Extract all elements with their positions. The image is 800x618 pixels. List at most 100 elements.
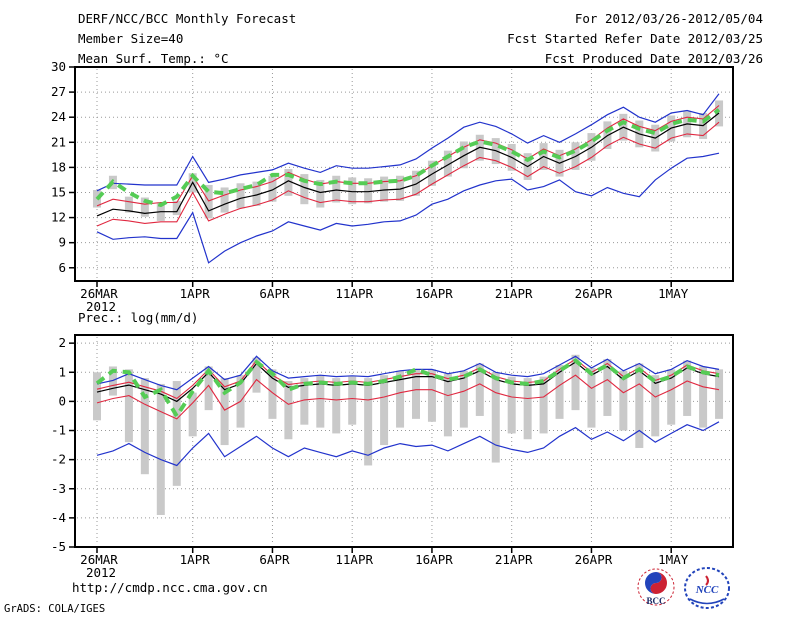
- y-tick-label: -3: [51, 481, 66, 496]
- spread-bar: [427, 369, 436, 422]
- y-tick-label: 21: [51, 134, 66, 149]
- x-tick-label: 16APR: [415, 286, 453, 301]
- spread-bar: [316, 179, 325, 208]
- spread-bar: [348, 177, 357, 205]
- spread-bar: [491, 372, 500, 463]
- ncc-logo-ribbon: [689, 598, 725, 605]
- x-tick-label: 1MAY: [658, 552, 689, 567]
- ensemble-mean-line: [96, 112, 720, 217]
- bcc-logo-swirl-red: [650, 572, 667, 594]
- spread-bar: [507, 376, 516, 434]
- y-tick-label: 9: [58, 235, 66, 250]
- spread-bar: [699, 366, 708, 428]
- y-tick-label: 2: [58, 335, 66, 350]
- spread-bar: [603, 359, 612, 416]
- spread-bar: [252, 357, 261, 393]
- spread-bar: [523, 378, 532, 440]
- refer-date-label: Fcst Started Refer Date 2012/03/25: [507, 31, 763, 46]
- spread-bar: [316, 375, 325, 428]
- spread-bar: [619, 370, 628, 431]
- x-tick-label: 26MAR: [80, 552, 118, 567]
- spread-bar: [459, 141, 468, 169]
- spread-bar: [667, 369, 676, 425]
- x-tick-label: 6APR: [259, 552, 290, 567]
- temperature-panel: 30 27 24 21 18 15 12 9 6 26MAR 1APR 6APR 11APR 16APR 2…: [51, 59, 734, 314]
- spread-bar: [236, 183, 245, 209]
- spread-bar: [140, 197, 149, 217]
- y-tick-label: 27: [51, 84, 66, 99]
- y-tick-label: -5: [51, 539, 66, 554]
- spread-bar: [93, 372, 101, 421]
- spread-bar: [348, 376, 357, 425]
- spread-bar: [635, 363, 644, 448]
- ensemble-max-line: [96, 355, 720, 391]
- spread-bar: [204, 184, 213, 219]
- ncc-logo: NCC: [684, 567, 730, 609]
- spread-bar: [284, 169, 293, 196]
- x-tick-label: 1APR: [180, 552, 211, 567]
- spread-bar: [140, 378, 149, 475]
- forecast-range-label: For 2012/03/26-2012/05/04: [574, 11, 763, 26]
- bcc-logo: BCC: [637, 568, 675, 606]
- spread-bar: [412, 170, 420, 196]
- precipitation-panel: 2 1 0 -1 -2 -3 -4 -5 26MAR 1APR 6APR 11APR 16APR 21AP…: [51, 334, 734, 580]
- y-tick-label: 15: [51, 184, 66, 199]
- x-tick-label: 21APR: [495, 552, 533, 567]
- spread-bar: [443, 150, 452, 177]
- spread-bar: [427, 160, 436, 186]
- spread-bar: [124, 196, 133, 213]
- spread-bar: [300, 378, 309, 425]
- spread-bar: [364, 178, 373, 204]
- spread-bar: [380, 176, 389, 202]
- spread-bar: [332, 175, 341, 203]
- x-tick-label: 26APR: [575, 286, 613, 301]
- page-title: DERF/NCC/BCC Monthly Forecast: [78, 11, 297, 26]
- ensemble-max-line: [96, 93, 720, 192]
- bcc-logo-swirl-blue: [645, 572, 662, 594]
- spread-bar: [539, 376, 548, 434]
- y-tick-label: -2: [51, 452, 66, 467]
- y-tick-label: 1: [58, 364, 66, 379]
- y-tick-label: 18: [51, 159, 66, 174]
- ncc-logo-wreath: [684, 567, 730, 609]
- spread-bar: [268, 175, 277, 202]
- spread-bar: [364, 378, 373, 466]
- spread-bar: [651, 375, 660, 437]
- spread-bar: [156, 383, 165, 515]
- spread-bar: [459, 370, 468, 428]
- ncc-logo-accent: [705, 575, 709, 586]
- ncc-logo-text: NCC: [695, 584, 719, 596]
- lower-spread-line: [96, 121, 720, 227]
- spread-bar: [396, 175, 405, 201]
- x-tick-label: 21APR: [495, 286, 533, 301]
- spread-bar: [571, 354, 580, 411]
- panel-frame: [74, 334, 734, 548]
- spread-bar: [220, 378, 229, 446]
- y-tick-label: 6: [58, 260, 66, 275]
- member-size-label: Member Size=40: [78, 31, 184, 46]
- x-tick-label: 11APR: [335, 552, 373, 567]
- spread-bar: [412, 369, 420, 419]
- x-tick-label: 1MAY: [658, 286, 689, 301]
- ensemble-min-line: [96, 152, 720, 264]
- y-tick-label: -4: [51, 510, 66, 525]
- x-tick-label: 11APR: [335, 286, 373, 301]
- y-tick-label: 0: [58, 393, 66, 408]
- spread-bar: [172, 200, 181, 216]
- spread-bars: [93, 354, 724, 515]
- spread-bar: [220, 187, 229, 213]
- spread-bar: [555, 364, 564, 419]
- source-url: http://cmdp.ncc.cma.gov.cn: [72, 580, 268, 595]
- spread-bar: [300, 174, 309, 205]
- observation-line: [95, 358, 720, 420]
- spread-bar: [284, 381, 293, 440]
- spread-bar: [396, 370, 405, 428]
- observation-line: [95, 108, 721, 208]
- precip-panel-title: Prec.: log(mm/d): [78, 310, 199, 325]
- spread-bar: [715, 369, 724, 419]
- x-axis-year-label: 2012: [86, 299, 116, 314]
- spread-bar: [380, 375, 389, 446]
- x-tick-label: 16APR: [415, 552, 453, 567]
